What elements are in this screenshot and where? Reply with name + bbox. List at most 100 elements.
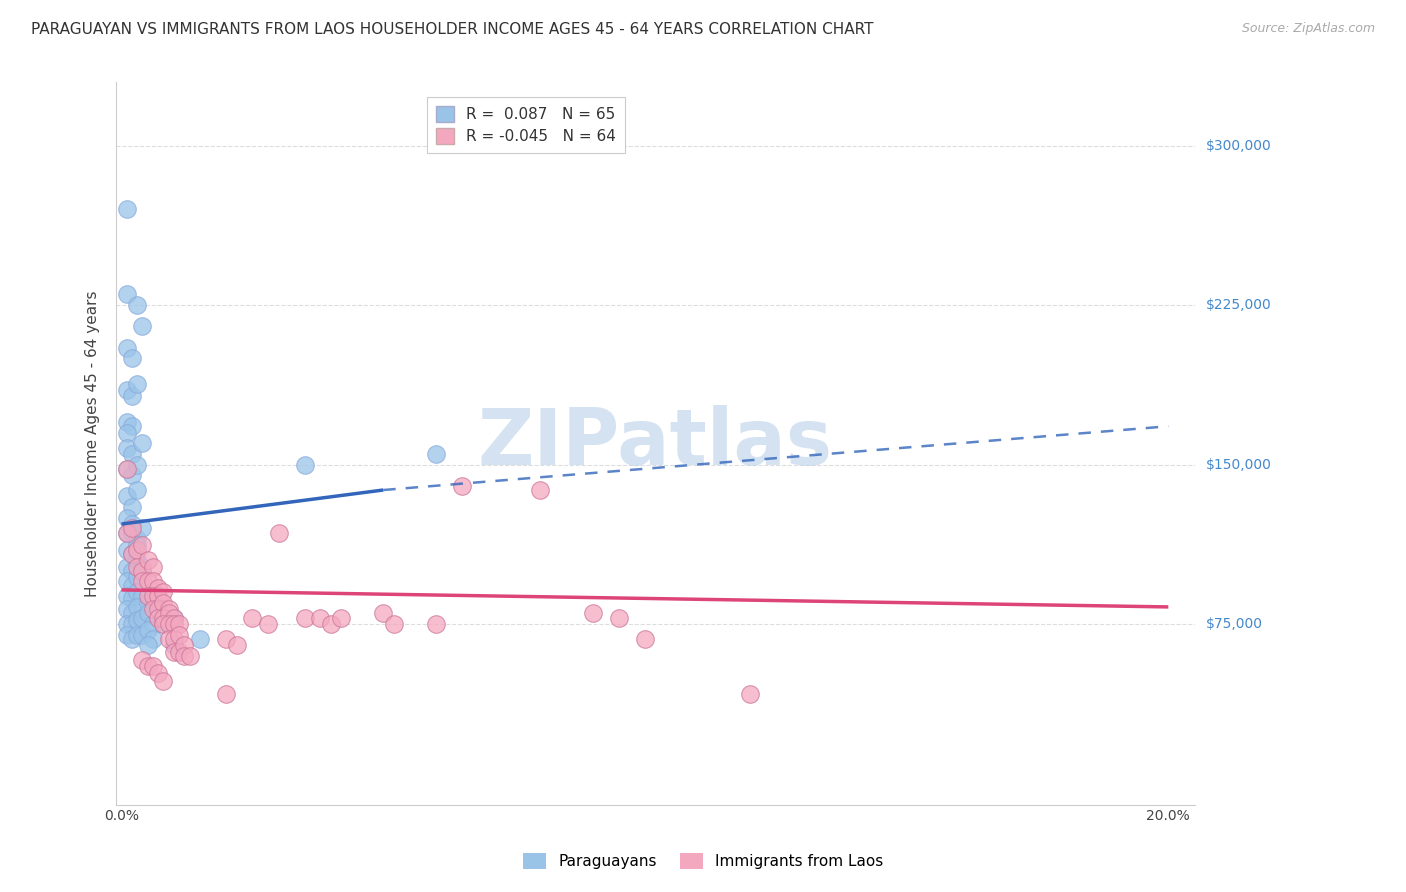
Y-axis label: Householder Income Ages 45 - 64 years: Householder Income Ages 45 - 64 years [86,290,100,597]
Point [115,425,138,440]
Point [131,538,153,552]
Point [115,525,138,540]
Point [136,590,159,604]
Point [127,542,149,557]
Point [127,599,149,614]
Point [115,574,138,589]
Point [152,610,174,624]
Point [294,458,316,472]
Point [152,596,174,610]
Point [127,458,149,472]
Point [115,383,138,397]
Point [131,653,153,667]
Point [136,553,159,567]
Point [163,632,186,646]
Point [163,616,186,631]
Point [131,521,153,535]
Point [373,607,395,621]
Point [142,632,165,646]
Point [152,585,174,599]
Point [121,500,143,514]
Point [146,610,169,624]
Point [115,525,138,540]
Point [131,436,153,450]
Point [167,644,190,658]
Point [146,610,169,624]
Point [115,627,138,641]
Point [163,610,186,624]
Point [127,585,149,599]
Point [425,616,447,631]
Text: ZIPatlas: ZIPatlas [478,405,832,482]
Point [157,616,180,631]
Point [121,516,143,531]
Point [142,590,165,604]
Point [131,627,153,641]
Point [131,610,153,624]
Point [127,553,149,567]
Text: $75,000: $75,000 [1205,617,1263,631]
Point [173,648,195,663]
Point [146,602,169,616]
Point [425,447,447,461]
Point [121,564,143,578]
Point [529,483,551,497]
Point [121,591,143,606]
Point [127,483,149,497]
Point [136,659,159,673]
Point [131,564,153,578]
Point [257,616,280,631]
Point [127,559,149,574]
Point [225,638,247,652]
Point [142,659,165,673]
Text: PARAGUAYAN VS IMMIGRANTS FROM LAOS HOUSEHOLDER INCOME AGES 45 - 64 YEARS CORRELA: PARAGUAYAN VS IMMIGRANTS FROM LAOS HOUSE… [31,22,873,37]
Point [450,479,472,493]
Point [121,468,143,483]
Point [115,202,138,217]
Point [131,574,153,589]
Point [115,462,138,476]
Point [127,627,149,641]
Point [142,616,165,631]
Point [309,610,332,624]
Point [115,341,138,355]
Legend: Paraguayans, Immigrants from Laos: Paraguayans, Immigrants from Laos [517,847,889,875]
Point [152,616,174,631]
Point [215,687,238,701]
Text: $150,000: $150,000 [1205,458,1271,472]
Point [121,632,143,646]
Point [146,665,169,680]
Point [121,419,143,434]
Point [163,644,186,658]
Point [136,574,159,589]
Point [121,607,143,621]
Point [131,319,153,334]
Point [127,298,149,312]
Point [330,610,353,624]
Point [634,632,657,646]
Legend: R =  0.087   N = 65, R = -0.045   N = 64: R = 0.087 N = 65, R = -0.045 N = 64 [426,96,626,153]
Point [131,590,153,604]
Point [115,441,138,455]
Point [146,581,169,595]
Point [121,547,143,561]
Point [115,590,138,604]
Point [163,638,186,652]
Point [382,616,405,631]
Point [127,532,149,546]
Point [146,590,169,604]
Point [115,559,138,574]
Point [136,607,159,621]
Point [127,538,149,552]
Point [121,579,143,593]
Point [127,570,149,584]
Point [607,610,630,624]
Text: $225,000: $225,000 [1205,298,1271,312]
Text: $300,000: $300,000 [1205,138,1271,153]
Point [121,525,143,540]
Point [152,674,174,689]
Point [115,602,138,616]
Point [121,616,143,631]
Text: Source: ZipAtlas.com: Source: ZipAtlas.com [1241,22,1375,36]
Point [121,521,143,535]
